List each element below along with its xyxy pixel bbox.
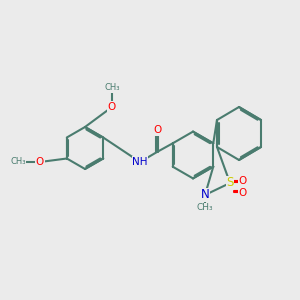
- Text: O: O: [238, 176, 247, 186]
- Text: O: O: [108, 102, 116, 112]
- Text: N: N: [201, 188, 209, 202]
- Text: CH₃: CH₃: [10, 158, 26, 166]
- Text: NH: NH: [132, 157, 148, 167]
- Text: O: O: [36, 157, 44, 167]
- Text: S: S: [226, 176, 234, 190]
- Text: CH₃: CH₃: [197, 203, 213, 212]
- Text: O: O: [153, 125, 161, 135]
- Text: O: O: [238, 188, 247, 199]
- Text: CH₃: CH₃: [104, 83, 120, 92]
